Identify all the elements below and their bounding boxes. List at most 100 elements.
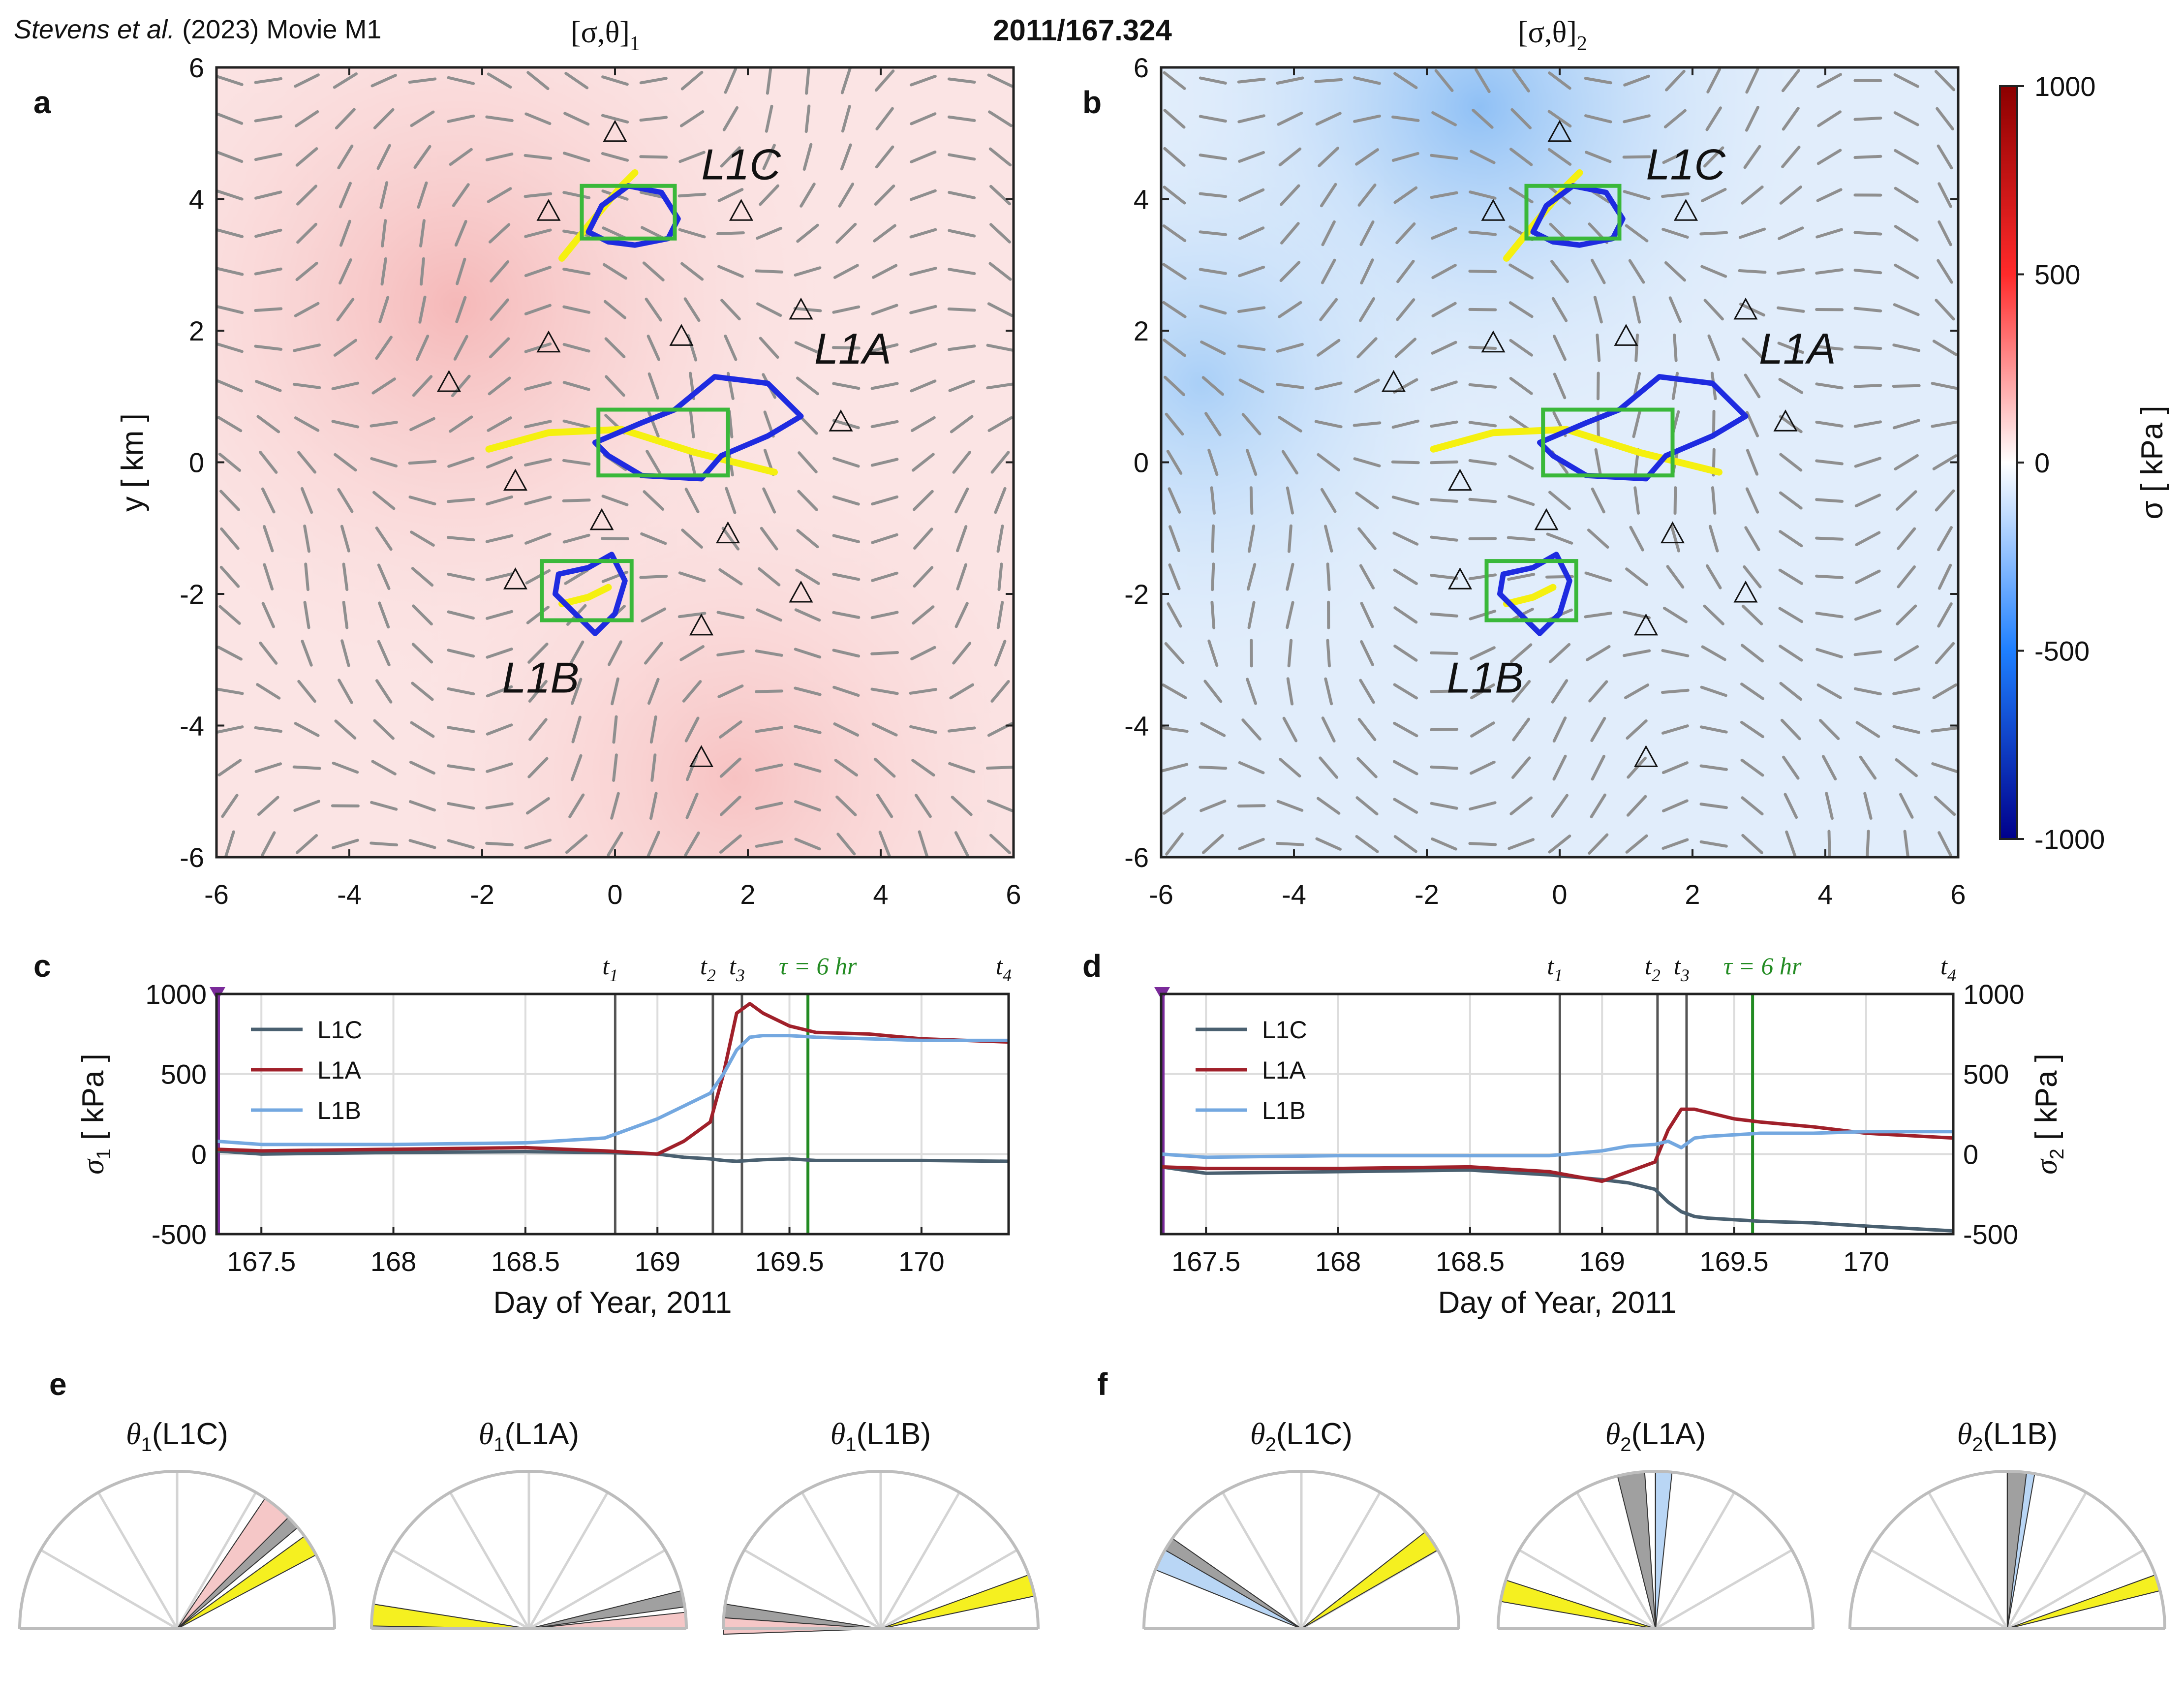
stress-stick [1778, 607, 1804, 623]
rose-diagram: θ2(L1C) [1142, 1417, 1460, 1630]
stress-stick [1700, 685, 1727, 697]
stress-stick [1740, 644, 1764, 663]
fracture-line [1503, 584, 1557, 608]
stress-stick [525, 797, 550, 815]
stress-stick [215, 687, 244, 695]
stress-stick [1546, 532, 1573, 545]
stress-stick [409, 417, 435, 432]
stress-stick [219, 490, 241, 511]
lake-outline [1537, 374, 1749, 482]
stress-stick [909, 305, 937, 314]
x-tick-label: 169 [635, 1246, 680, 1277]
stress-stick [1319, 298, 1338, 321]
stress-stick [1393, 72, 1418, 90]
stress-stick [1469, 610, 1497, 620]
stress-stick [485, 115, 514, 123]
stress-stick [798, 451, 818, 473]
y-tick-label: -500 [1963, 1219, 2018, 1250]
stress-stick [408, 496, 436, 506]
stress-stick [756, 226, 783, 240]
stress-stick [1932, 683, 1958, 700]
stress-stick [1511, 680, 1531, 703]
event-marker-label: t1 [602, 952, 618, 985]
stress-stick [1393, 378, 1418, 394]
stress-stick [411, 682, 434, 701]
stress-stick [1590, 793, 1607, 818]
stress-stick [1629, 526, 1644, 552]
stress-stick [524, 228, 552, 238]
stress-stick [1777, 341, 1805, 354]
stress-stick [874, 69, 895, 92]
region-label: L1C [1646, 140, 1726, 188]
stress-stick [1743, 565, 1762, 589]
stress-stick [254, 762, 282, 773]
stress-stick [1166, 450, 1183, 475]
station-marker [1481, 330, 1506, 353]
stress-stick [759, 184, 780, 206]
stress-stick [1324, 677, 1333, 706]
stress-stick [951, 795, 973, 816]
stress-stick [1359, 679, 1375, 704]
stress-stick [1238, 378, 1264, 394]
stress-stick [1469, 646, 1496, 660]
stress-stick [910, 150, 937, 163]
stress-stick [1548, 71, 1571, 90]
stress-stick [454, 220, 467, 247]
stress-stick [796, 529, 819, 549]
stress-stick [1931, 762, 1959, 774]
stress-stick [1699, 725, 1728, 734]
stress-stick [411, 643, 433, 664]
stress-stick [338, 679, 353, 704]
stress-stick [684, 488, 700, 514]
x-tick-label: 2 [740, 879, 755, 910]
stress-stick [1893, 303, 1920, 316]
stress-stick [1785, 830, 1797, 858]
stress-stick [1931, 382, 1959, 390]
stress-stick [682, 680, 702, 703]
y-tick-label: 1000 [1963, 979, 2025, 1010]
stress-stick [1703, 604, 1724, 625]
stress-stick [832, 649, 861, 658]
colorbar-label: σ [ kPa ] [2135, 405, 2169, 519]
stress-stick [1168, 563, 1181, 590]
stress-stick [412, 375, 433, 397]
tau-marker-label: τ = 6 hr [1723, 952, 1802, 980]
stress-stick [716, 611, 745, 620]
stress-stick [1590, 716, 1606, 743]
rose-spoke [1655, 1549, 1793, 1630]
stress-stick [1392, 531, 1419, 546]
rose-diagrams: θ1(L1C) θ1(L1A) θ1(L1B) θ2(L1C) θ2(L1A) θ2(L1… [18, 1417, 2166, 1635]
rose-title: θ2(L1C) [1250, 1417, 1353, 1456]
stress-stick [794, 725, 822, 734]
stress-stick [604, 337, 626, 359]
stress-stick [1663, 109, 1687, 128]
stress-stick [870, 343, 899, 352]
stress-stick [254, 115, 282, 123]
stress-stick [489, 223, 511, 244]
stress-stick [681, 528, 703, 549]
stress-stick [371, 760, 397, 775]
stress-stick [794, 266, 822, 277]
stress-stick [486, 723, 513, 736]
x-tick-label: 4 [1817, 879, 1833, 910]
stress-stick [1745, 106, 1760, 132]
stress-stick [1470, 721, 1495, 738]
stress-stick [1937, 144, 1953, 170]
stress-stick [447, 114, 475, 123]
x-tick-label: 168.5 [491, 1246, 560, 1277]
stress-stick [871, 571, 898, 582]
stress-stick [331, 381, 360, 391]
colorbar-tick-label: -1000 [2034, 824, 2105, 855]
stress-stick [1584, 571, 1612, 582]
rose-wedge-grey [1617, 1471, 1656, 1629]
stress-stick [571, 715, 582, 744]
stress-stick [254, 344, 283, 351]
stress-stick [1430, 802, 1458, 810]
stress-stick [679, 110, 705, 127]
stress-stick [832, 419, 860, 430]
stress-stick [1815, 382, 1844, 390]
stress-stick [1662, 150, 1689, 164]
y-tick-label: 2 [1134, 315, 1149, 346]
stress-stick [835, 222, 857, 244]
stress-stick [1894, 225, 1919, 242]
